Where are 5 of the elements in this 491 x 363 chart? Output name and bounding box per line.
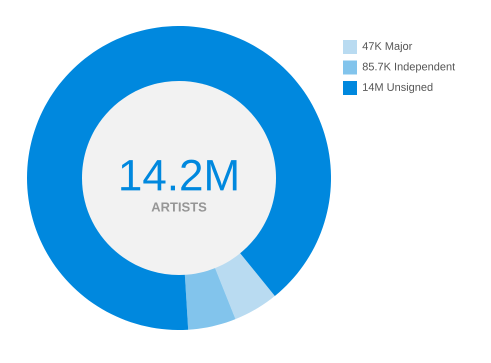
legend-label: 85.7K Independent	[362, 62, 456, 73]
text: ARTISTS	[152, 202, 206, 212]
legend-label: 47K Major	[362, 42, 412, 52]
legend-label: 14M Unsigned	[363, 82, 432, 94]
text: 14.2M	[121, 160, 237, 190]
